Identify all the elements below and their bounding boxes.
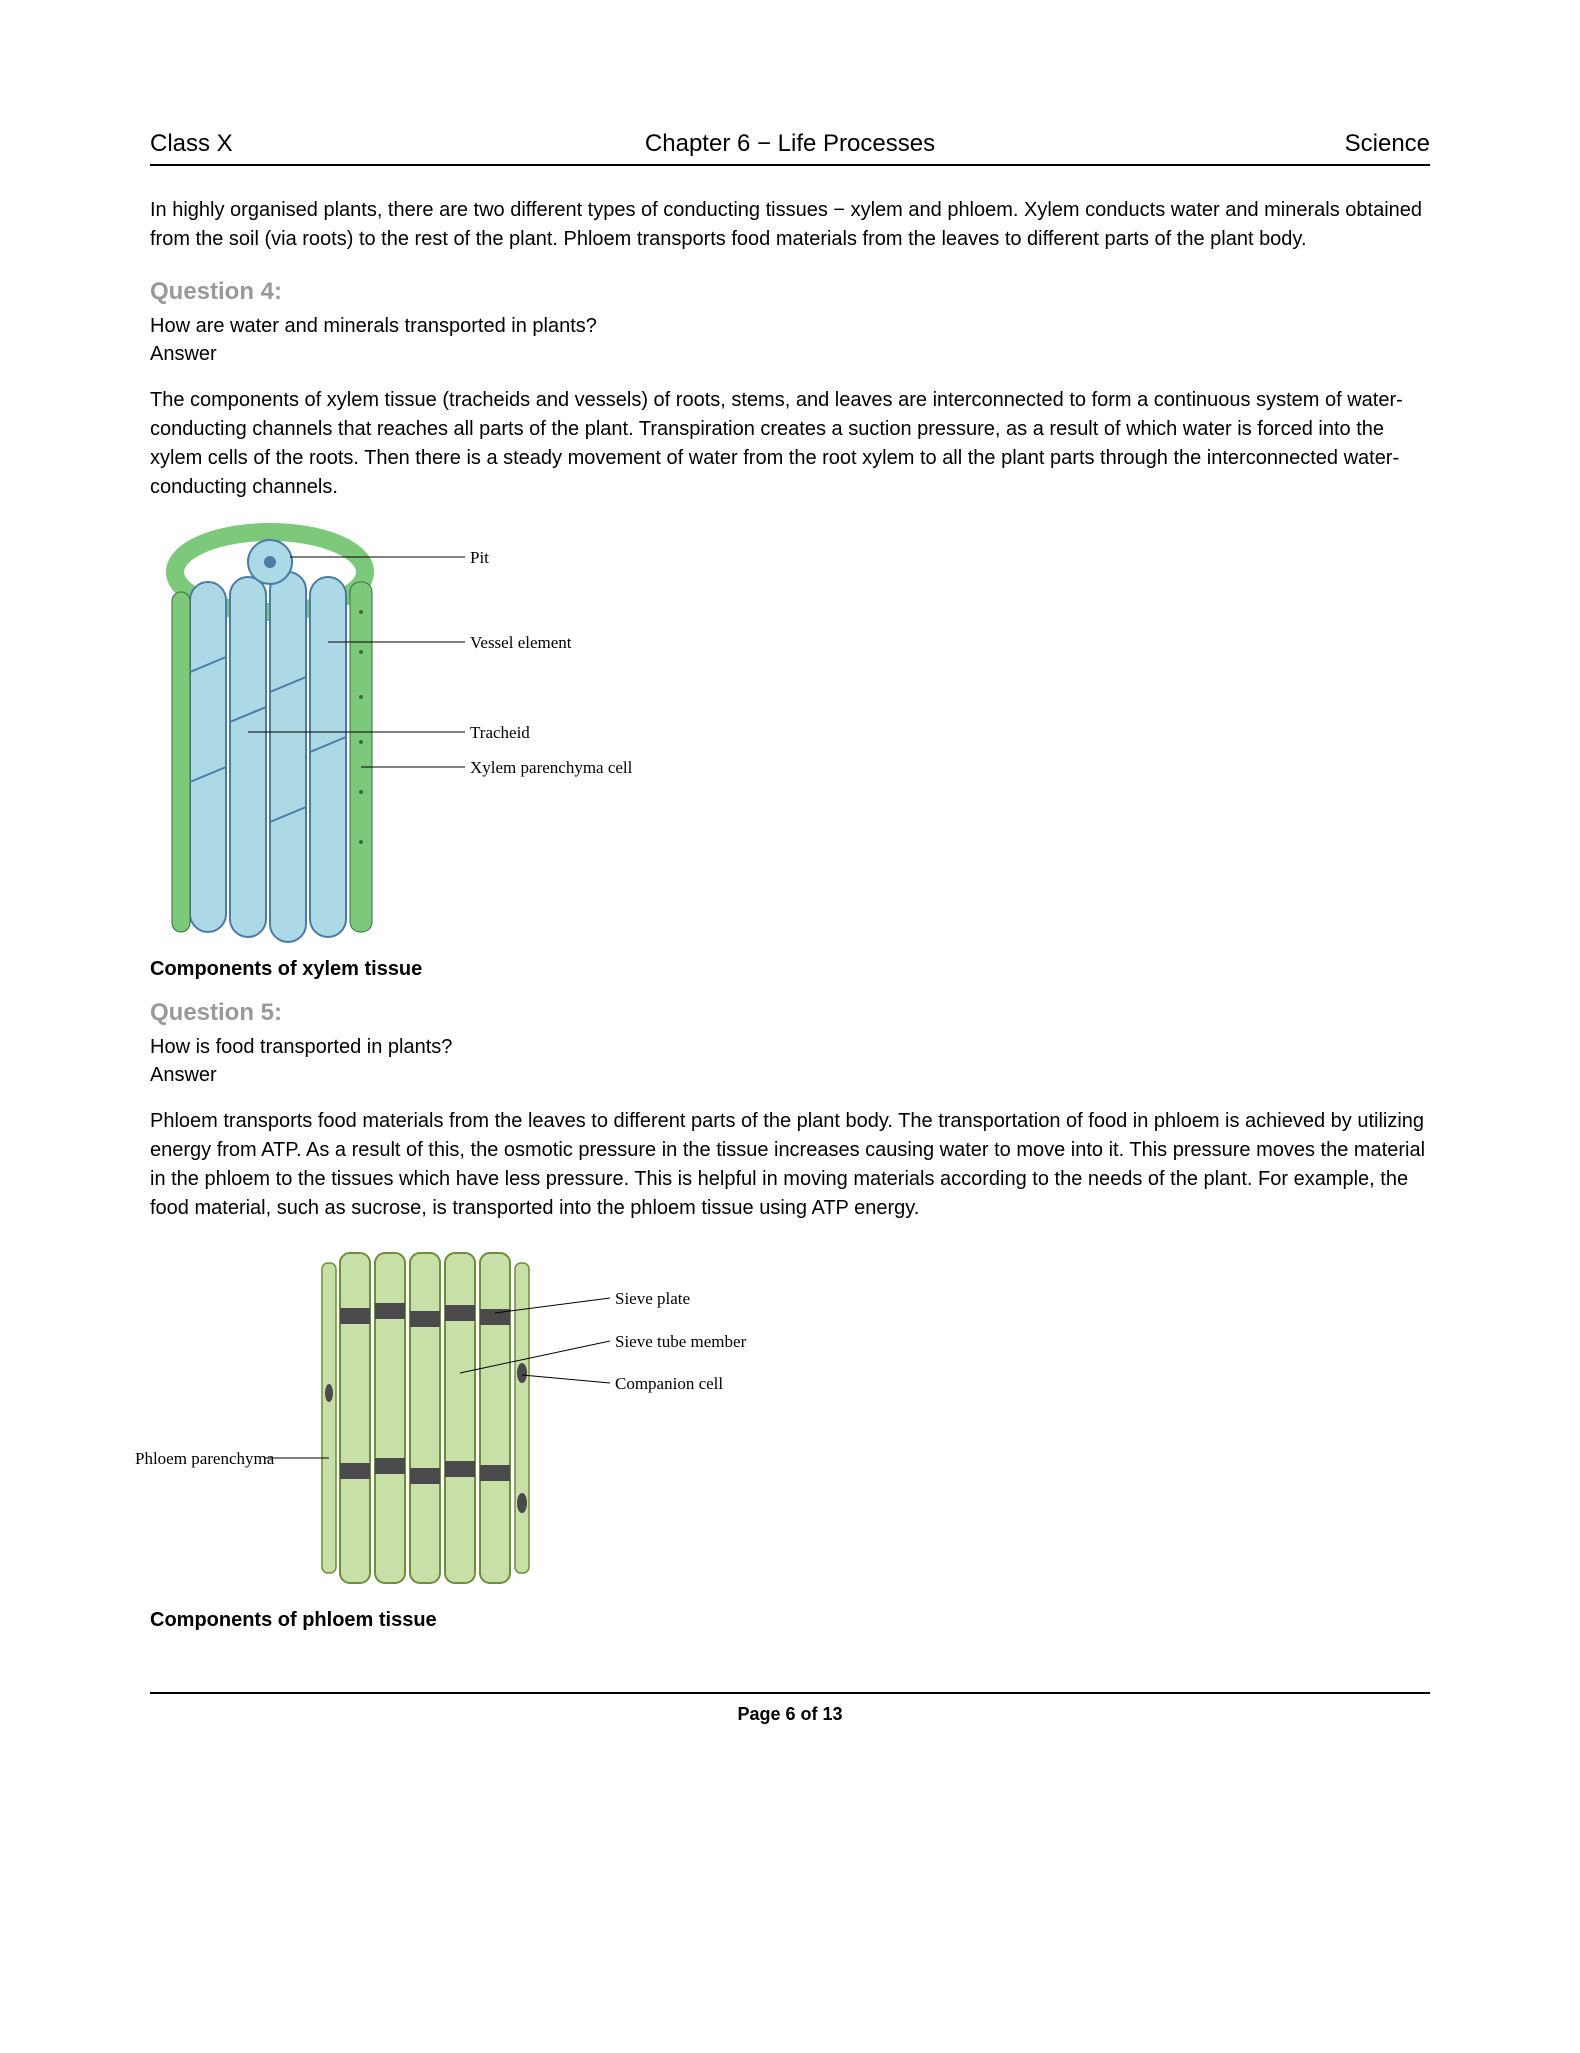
intro-paragraph: In highly organised plants, there are tw…	[150, 196, 1430, 254]
question-4-heading: Question 4:	[150, 278, 1430, 306]
xylem-diagram: Pit Vessel element Tracheid Xylem parenc…	[150, 522, 630, 952]
xylem-caption: Components of xylem tissue	[150, 958, 1430, 981]
header-class: Class X	[150, 130, 577, 158]
xylem-label-vessel: Vessel element	[470, 633, 572, 653]
page-container: Class X Chapter 6 − Life Processes Scien…	[0, 0, 1580, 1785]
phloem-diagram: Sieve plate Sieve tube member Companion …	[150, 1243, 790, 1603]
page-footer: Page 6 of 13	[150, 1692, 1430, 1725]
question-4-answer-label: Answer	[150, 343, 1430, 366]
page-number: Page 6 of 13	[737, 1704, 842, 1724]
question-5-text: How is food transported in plants?	[150, 1033, 1430, 1062]
header-chapter: Chapter 6 − Life Processes	[577, 130, 1004, 158]
question-5-answer: Phloem transports food materials from th…	[150, 1107, 1430, 1223]
xylem-label-parenchyma: Xylem parenchyma cell	[470, 758, 632, 778]
question-4-answer: The components of xylem tissue (tracheid…	[150, 386, 1430, 502]
phloem-svg-icon	[150, 1243, 790, 1603]
xylem-label-pit: Pit	[470, 548, 489, 568]
header-subject: Science	[1003, 130, 1430, 158]
question-5-answer-label: Answer	[150, 1064, 1430, 1087]
phloem-label-sieve-tube: Sieve tube member	[615, 1332, 746, 1352]
question-5-heading: Question 5:	[150, 999, 1430, 1027]
phloem-caption: Components of phloem tissue	[150, 1609, 1430, 1632]
xylem-svg-icon	[150, 522, 630, 952]
phloem-label-sieve-plate: Sieve plate	[615, 1289, 690, 1309]
question-4-text: How are water and minerals transported i…	[150, 312, 1430, 341]
phloem-label-companion: Companion cell	[615, 1374, 723, 1394]
page-header: Class X Chapter 6 − Life Processes Scien…	[150, 130, 1430, 166]
xylem-label-tracheid: Tracheid	[470, 723, 530, 743]
phloem-label-parenchyma: Phloem parenchyma	[135, 1449, 274, 1469]
